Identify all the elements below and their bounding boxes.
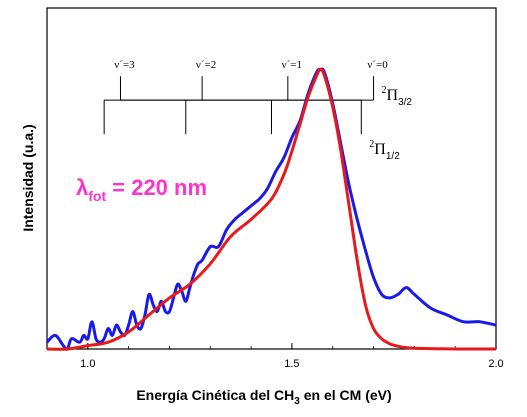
experimental-spectrum-line [45, 67, 497, 351]
x-axis-ticks: 1.0 1.5 2.0 [46, 343, 504, 370]
lambda-subscript: fot [88, 188, 106, 204]
x-tick-label: 2.0 [488, 358, 503, 370]
spin-orbit-state-label: 2Π3/2 [382, 85, 413, 108]
state-superscript: 2 [382, 85, 387, 96]
x-axis-title-main: Energía Cinética del CH [136, 387, 294, 403]
spin-orbit-state-label: 2Π1/2 [369, 139, 400, 162]
state-symbol: Π [387, 87, 399, 104]
photolysis-wavelength-label: λfot = 220 nm [76, 175, 207, 204]
x-tick-label: 1.5 [284, 358, 299, 370]
x-tick-label: 1.0 [80, 358, 95, 370]
plot-frame [46, 7, 497, 350]
vibrational-level-label: ν´=3 [114, 59, 135, 71]
lambda-symbol: λ [76, 175, 88, 200]
x-axis-title-subscript: 3 [294, 396, 300, 407]
x-axis-title-rest: en el CM (eV) [300, 387, 392, 403]
vibrational-level-label: ν´=0 [367, 59, 388, 71]
y-axis-title: Intensidad (u.a.) [20, 124, 36, 231]
state-subscript: 3/2 [398, 97, 412, 108]
x-axis-title: Energía Cinética del CH3 en el CM (eV) [136, 387, 391, 407]
state-subscript: 1/2 [386, 151, 400, 162]
lambda-value: = 220 nm [106, 175, 207, 200]
fit-curve-line [46, 67, 497, 351]
vibrational-level-label: ν´=2 [196, 59, 216, 71]
vibrational-level-label: ν´=1 [282, 59, 302, 71]
data-series [45, 67, 497, 351]
state-superscript: 2 [369, 139, 374, 150]
state-symbol: Π [374, 141, 386, 158]
